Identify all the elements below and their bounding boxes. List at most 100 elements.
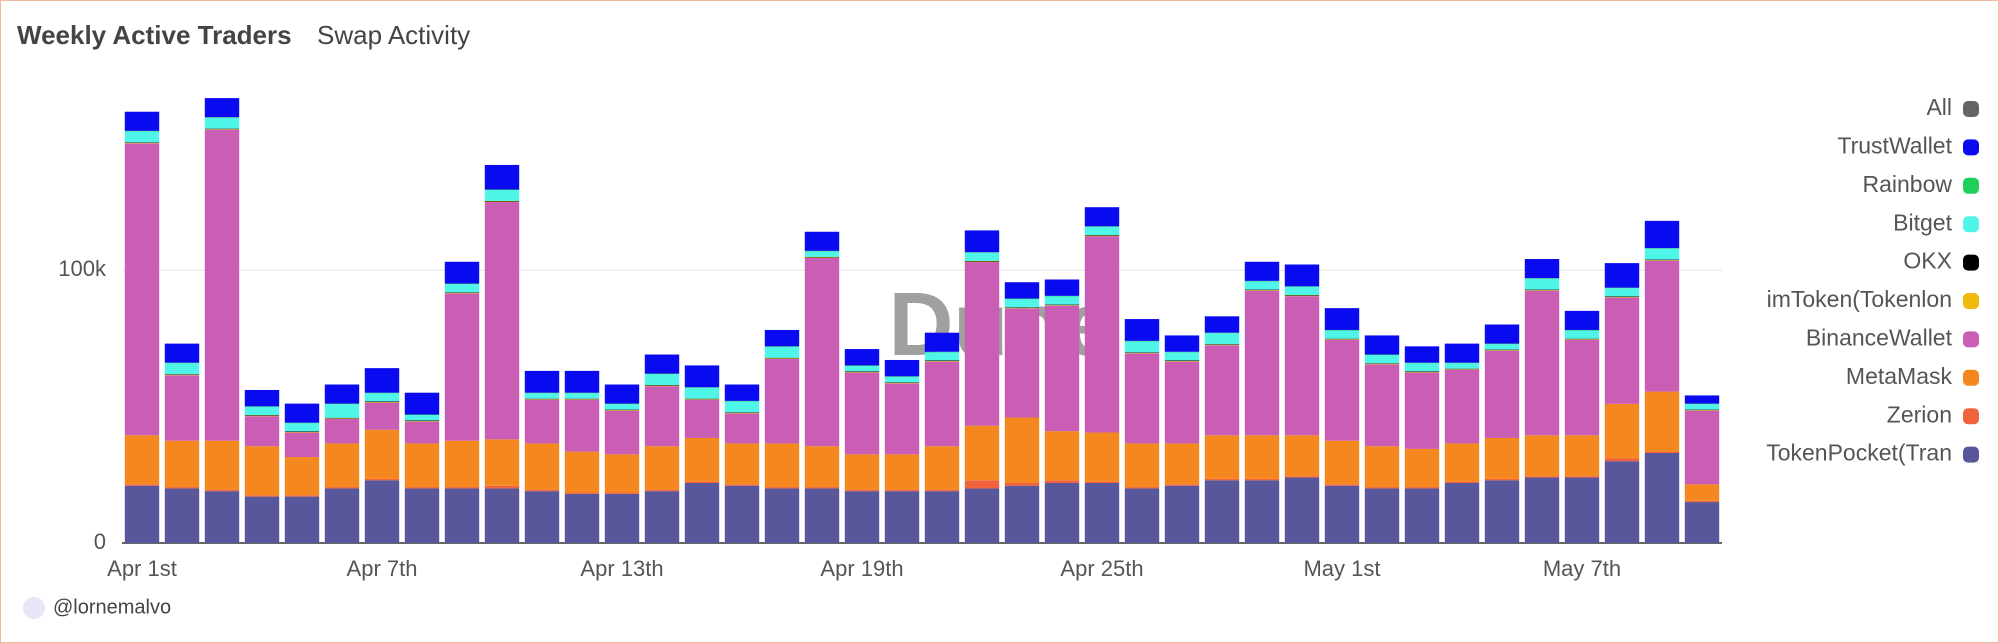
bar-segment [1364, 488, 1400, 543]
bar-segment [924, 361, 960, 362]
bar-segment [1364, 354, 1400, 356]
bar-segment [1044, 480, 1080, 483]
bar-segment [644, 386, 680, 447]
bar-segment [1364, 355, 1400, 364]
bar-segment [124, 111, 160, 131]
bar-segment [1684, 409, 1720, 411]
bar-segment [1244, 435, 1280, 479]
bar-segment [1164, 351, 1200, 353]
bar-segment [644, 373, 680, 375]
bar-segment [1604, 263, 1640, 288]
bar-segment [1164, 352, 1200, 361]
bar-segment [564, 393, 600, 399]
legend-label: BinanceWallet [1806, 324, 1953, 350]
bar-segment [804, 250, 840, 252]
bar-segment [1284, 476, 1320, 478]
bar-segment [884, 376, 920, 383]
bar-segment [1564, 476, 1600, 478]
bar-segment [324, 488, 360, 543]
bar-segment [1644, 220, 1680, 249]
legend-label: All [1926, 94, 1952, 120]
bar-segment [724, 413, 760, 444]
bar-segment [1044, 305, 1080, 306]
bar-segment [1084, 226, 1120, 236]
bar-segment [764, 488, 800, 543]
bar-segment [1204, 316, 1240, 333]
bar-segment [884, 491, 920, 543]
bar-segment [1044, 482, 1080, 543]
bar-segment [124, 484, 160, 486]
bar-segment [1524, 278, 1560, 279]
bar-segment [404, 487, 440, 489]
bar-segment [804, 488, 840, 543]
bar-segment [1124, 340, 1160, 342]
bar-segment [1004, 298, 1040, 300]
bar-segment [964, 425, 1000, 481]
bar-segment [1564, 329, 1600, 331]
bar-segment [1124, 319, 1160, 341]
bar-segment [1004, 485, 1040, 543]
bar-segment [524, 370, 560, 393]
bar-segment [164, 363, 200, 375]
tab-active[interactable]: Weekly Active Traders [17, 20, 292, 50]
bar-segment [724, 484, 760, 486]
bar-segment [604, 454, 640, 493]
bar-segment [1324, 308, 1360, 330]
bar-segment [1564, 477, 1600, 543]
bar-segment [1524, 278, 1560, 290]
bar-segment [1364, 487, 1400, 489]
bar-segment [244, 495, 280, 497]
bar-segment [1644, 452, 1680, 543]
bar-segment [1284, 286, 1320, 287]
bar-segment [204, 98, 240, 118]
bar-segment [404, 421, 440, 422]
bar-segment [124, 131, 160, 143]
bar-segment [1484, 478, 1520, 481]
x-tick-label: Apr 13th [580, 556, 663, 581]
bar-segment [1604, 403, 1640, 459]
bar-segment [284, 495, 320, 497]
bar-segment [1324, 440, 1360, 485]
bar-segment [524, 398, 560, 400]
bar-segment [444, 284, 480, 293]
bar-segment [1204, 344, 1240, 345]
bar-segment [724, 412, 760, 413]
bar-segment [1524, 259, 1560, 279]
legend: All TrustWallet Rainbow Bitget OKX imToken(To… [1766, 94, 1979, 466]
bar-segment [724, 401, 760, 413]
bar-segment [1644, 451, 1680, 453]
bar-segment [324, 384, 360, 404]
author[interactable]: @lornemalvo [53, 596, 171, 618]
bar-segment [1204, 344, 1240, 346]
bar-segment [1564, 339, 1600, 340]
bar-segment [1364, 446, 1400, 488]
bar-segment [1044, 305, 1080, 432]
legend-swatch [1963, 216, 1979, 233]
bar-segment [444, 488, 480, 543]
bar-segment [1684, 500, 1720, 503]
bar-segment [884, 454, 920, 490]
tab[interactable]: Swap Activity [317, 20, 470, 50]
bar-segment [1004, 308, 1040, 418]
bar-segment [124, 143, 160, 436]
bar-segment [964, 230, 1000, 253]
bar-segment [804, 231, 840, 251]
bar-segment [524, 399, 560, 400]
bar-segment [364, 392, 400, 394]
legend-label: OKX [1903, 248, 1952, 274]
bar-segment [1204, 345, 1240, 436]
legend-label: MetaMask [1846, 363, 1953, 389]
bar-segment [1604, 287, 1640, 289]
bar-segment [1284, 295, 1320, 296]
bars [124, 98, 1720, 543]
bar-segment [564, 370, 600, 393]
bar-segment [244, 406, 280, 407]
bar-segment [1124, 353, 1160, 444]
bar-segment [1244, 261, 1280, 281]
bar-segment [1484, 437, 1520, 479]
bar-segment [564, 392, 600, 394]
bar-segment [924, 360, 960, 362]
bar-segment [244, 416, 280, 447]
bar-segment [1084, 235, 1120, 237]
bar-segment [804, 487, 840, 489]
